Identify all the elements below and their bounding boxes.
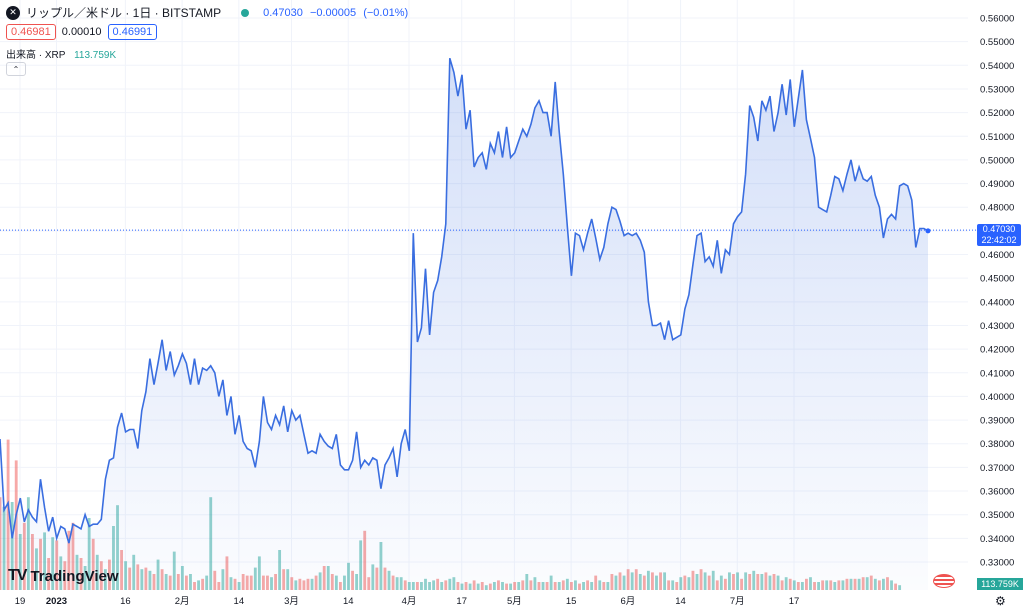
last-price: 0.47030 xyxy=(263,6,303,19)
x-icon[interactable]: ✕ xyxy=(6,5,20,20)
x-tick-label: 2023 xyxy=(46,596,67,607)
x-tick-label: 4月 xyxy=(402,596,417,607)
y-tick-label: 0.39000 xyxy=(980,416,1014,427)
y-tick-label: 0.43000 xyxy=(980,321,1014,332)
x-tick-label: 3月 xyxy=(284,596,299,607)
price-line xyxy=(0,57,929,544)
y-tick-label: 0.33000 xyxy=(980,558,1014,569)
y-tick-label: 0.56000 xyxy=(980,14,1014,25)
bid-ask-row: 0.46981 0.00010 0.46991 xyxy=(6,24,158,40)
volume-value: 113.759K xyxy=(74,50,117,61)
y-tick-label: 0.52000 xyxy=(980,108,1014,119)
x-tick-label: 14 xyxy=(234,596,245,607)
x-axis[interactable]: 19 2023 16 2月 14 3月 14 4月 17 5月 15 6月 14 7月 17 xyxy=(15,596,800,607)
quote-readout: 0.47030 −0.00005 (−0.01%) xyxy=(263,7,412,19)
tv-logo-icon: TV xyxy=(8,567,27,584)
x-tick-label: 5月 xyxy=(507,596,522,607)
tradingview-logo[interactable]: TV TradingView xyxy=(8,567,119,585)
sell-button[interactable]: 0.46981 xyxy=(6,24,56,40)
y-tick-label: 0.54000 xyxy=(980,61,1014,72)
price-change-pct: (−0.01%) xyxy=(363,6,409,19)
y-tick-label: 0.37000 xyxy=(980,463,1014,474)
y-tick-label: 0.51000 xyxy=(980,132,1014,143)
x-tick-label: 17 xyxy=(789,596,800,607)
y-tick-label: 0.46000 xyxy=(980,250,1014,261)
price-change: −0.00005 xyxy=(309,6,357,19)
y-axis[interactable]: 0.56000 0.55000 0.54000 0.53000 0.52000 0.510… xyxy=(980,14,1014,569)
chart-header: ✕ リップル／米ドル · 1日 · BITSTAMP 0.47030 −0.00… xyxy=(6,4,412,21)
y-tick-label: 0.42000 xyxy=(980,345,1014,356)
y-tick-label: 0.38000 xyxy=(980,439,1014,450)
y-tick-label: 0.50000 xyxy=(980,155,1014,166)
y-tick-label: 0.49000 xyxy=(980,179,1014,190)
x-tick-label: 14 xyxy=(343,596,354,607)
spread-value: 0.00010 xyxy=(61,26,102,38)
price-area xyxy=(0,58,928,590)
current-price-tag: 0.47030 22:42:02 xyxy=(977,224,1021,246)
y-tick-label: 0.44000 xyxy=(980,297,1014,308)
volume-tag: 113.759K xyxy=(977,578,1023,590)
x-tick-label: 16 xyxy=(120,596,131,607)
x-tick-label: 15 xyxy=(566,596,577,607)
y-tick-label: 0.40000 xyxy=(980,392,1014,403)
y-tick-label: 0.41000 xyxy=(980,368,1014,379)
y-tick-label: 0.36000 xyxy=(980,487,1014,498)
x-tick-label: 17 xyxy=(456,596,467,607)
y-tick-label: 0.34000 xyxy=(980,534,1014,545)
volume-label: 出来高 · XRP xyxy=(6,50,66,61)
volume-legend[interactable]: 出来高 · XRP 113.759K xyxy=(6,46,116,61)
x-tick-label: 7月 xyxy=(730,596,745,607)
us-flag-icon[interactable] xyxy=(933,574,955,588)
buy-button[interactable]: 0.46991 xyxy=(107,24,158,40)
price-tag-time: 22:42:02 xyxy=(981,235,1017,245)
y-tick-label: 0.45000 xyxy=(980,274,1014,285)
price-tag-value: 0.47030 xyxy=(982,224,1016,234)
y-tick-label: 0.35000 xyxy=(980,510,1014,521)
market-status-icon[interactable] xyxy=(241,8,250,17)
y-tick-label: 0.53000 xyxy=(980,84,1014,95)
x-tick-label: 2月 xyxy=(175,596,190,607)
y-tick-label: 0.48000 xyxy=(980,203,1014,214)
symbol-title[interactable]: リップル／米ドル · 1日 · BITSTAMP xyxy=(26,6,222,20)
gear-icon[interactable]: ⚙ xyxy=(995,594,1006,608)
collapse-legend-button[interactable]: ⌃ xyxy=(6,62,26,76)
x-tick-label: 14 xyxy=(675,596,686,607)
last-price-dot xyxy=(925,228,931,234)
y-tick-label: 0.55000 xyxy=(980,37,1014,48)
logo-text: TradingView xyxy=(30,567,119,585)
x-tick-label: 19 xyxy=(15,596,26,607)
x-tick-label: 6月 xyxy=(620,596,635,607)
